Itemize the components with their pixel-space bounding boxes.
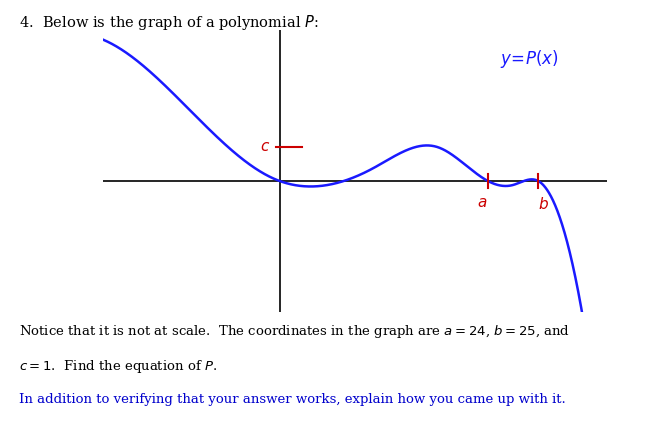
Text: In addition to verifying that your answer works, explain how you came up with it: In addition to verifying that your answe… — [19, 393, 566, 406]
Text: Notice that it is not at scale.  The coordinates in the graph are $a = 24$, $b =: Notice that it is not at scale. The coor… — [19, 323, 570, 340]
Text: $c = 1$.  Find the equation of $P$.: $c = 1$. Find the equation of $P$. — [19, 358, 218, 375]
Text: $c$: $c$ — [260, 140, 270, 154]
Text: $a$: $a$ — [477, 196, 488, 210]
Text: $y\!=\!P(x)$: $y\!=\!P(x)$ — [500, 48, 559, 69]
Text: $b$: $b$ — [537, 196, 548, 212]
Text: 4.  Below is the graph of a polynomial $P$:: 4. Below is the graph of a polynomial $P… — [19, 13, 319, 32]
